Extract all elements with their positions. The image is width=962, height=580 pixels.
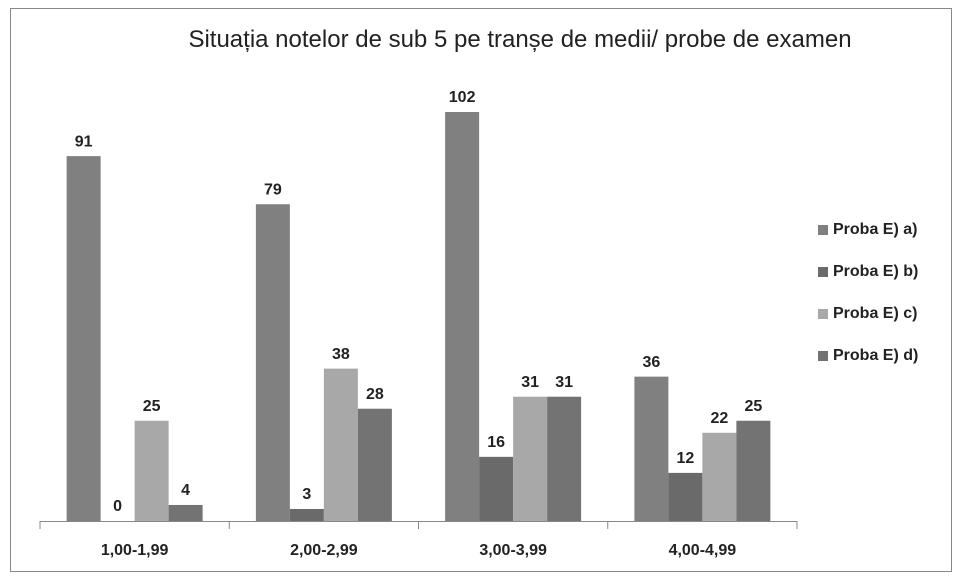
bar (736, 420, 771, 521)
x-tick-label: 3,00-3,99 (479, 542, 547, 559)
legend-swatch (818, 351, 828, 361)
data-label: 28 (366, 386, 384, 403)
bar (323, 368, 358, 521)
data-label: 0 (113, 498, 122, 515)
bar (134, 420, 169, 521)
legend-swatch (818, 267, 828, 277)
bar (513, 396, 548, 521)
legend-swatch (818, 225, 828, 235)
data-label: 38 (332, 346, 350, 363)
bar (66, 156, 101, 521)
data-label: 12 (676, 450, 694, 467)
data-label: 25 (744, 398, 762, 415)
bar (634, 376, 669, 521)
bar (289, 508, 324, 521)
bar (479, 456, 514, 521)
bar (168, 504, 203, 521)
chart-title: Situația notelor de sub 5 pe tranșe de m… (188, 26, 852, 53)
data-label: 102 (449, 89, 476, 106)
x-tick-label: 2,00-2,99 (290, 542, 358, 559)
data-label: 91 (75, 133, 93, 150)
legend-label: Proba E) b) (833, 263, 918, 280)
data-label: 16 (487, 434, 505, 451)
bar (547, 396, 582, 521)
data-label: 4 (181, 482, 190, 499)
bar (357, 408, 392, 521)
legend-label: Proba E) c) (833, 305, 917, 322)
bar (702, 432, 737, 521)
bar (255, 204, 290, 521)
data-label: 31 (521, 374, 539, 391)
bar (445, 112, 480, 521)
data-label: 22 (710, 410, 728, 427)
legend-swatch (818, 309, 828, 319)
data-label: 3 (302, 486, 311, 503)
bar (668, 472, 703, 521)
x-tick-label: 4,00-4,99 (669, 542, 737, 559)
data-label: 79 (264, 181, 282, 198)
data-label: 25 (143, 398, 161, 415)
legend-label: Proba E) d) (833, 347, 918, 364)
legend-label: Proba E) a) (833, 221, 917, 238)
data-label: 31 (555, 374, 573, 391)
data-label: 36 (642, 354, 660, 371)
x-tick-label: 1,00-1,99 (101, 542, 169, 559)
